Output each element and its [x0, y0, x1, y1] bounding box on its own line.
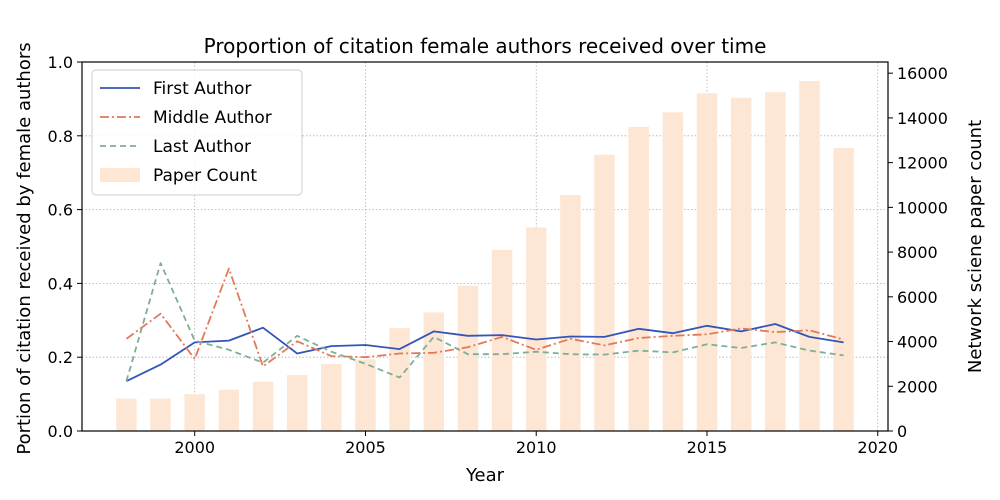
plot-frame [81, 61, 889, 432]
line-layer [125, 262, 844, 383]
bar-paper-count [286, 375, 308, 431]
y-right-tick-label: 6000 [897, 288, 938, 307]
bar-paper-count [457, 285, 479, 431]
y-left-tick-label: 0.0 [48, 422, 73, 441]
bar-paper-count [218, 389, 240, 431]
bar-paper-count [252, 381, 274, 431]
legend-label-last-author: Last Author [153, 137, 251, 157]
bar-paper-count [594, 154, 615, 432]
legend-label-middle-author: Middle Author [153, 108, 272, 128]
x-tick-label: 2010 [516, 438, 557, 457]
series-line-middle-author [125, 267, 844, 368]
chart-title: Proportion of citation female authors re… [204, 34, 767, 58]
bar-paper-count [696, 93, 718, 432]
y-left-tick-label: 0.6 [48, 201, 73, 220]
bar-paper-count [184, 394, 205, 431]
series-line-first-author [126, 323, 844, 383]
y-right-tick-label: 2000 [897, 377, 938, 396]
bar-paper-count [525, 227, 547, 431]
series-line-last-author [125, 262, 844, 382]
y-right-tick-label: 8000 [897, 243, 938, 262]
bar-paper-count [150, 398, 171, 431]
y-left-tick-label: 0.4 [48, 274, 73, 293]
bar-paper-count [423, 312, 445, 431]
y-left-tick-label: 0.8 [48, 127, 73, 146]
tick-layer: 2000 2005 2010 2015 2020 0.0 0.2 0.4 0.6 0.8 1.0 0 2… [48, 53, 948, 457]
y-right-tick-label: 10000 [897, 198, 948, 217]
legend-box [91, 69, 303, 196]
legend: First Author Middle Author Last Author Pape… [91, 69, 303, 196]
bar-paper-count [628, 126, 649, 431]
bar-paper-count [116, 398, 137, 431]
y-right-tick-label: 12000 [897, 154, 948, 173]
x-tick-label: 2020 [857, 438, 898, 457]
bar-paper-count [355, 359, 376, 431]
x-tick-label: 2015 [687, 438, 728, 457]
bar-paper-count [491, 249, 513, 431]
y-right-tick-label: 14000 [897, 109, 948, 128]
legend-label-paper-count: Paper Count [153, 166, 257, 186]
legend-label-first-author: First Author [153, 79, 251, 99]
bar-layer [116, 81, 854, 432]
bar-paper-count [321, 363, 342, 431]
bar-paper-count [389, 328, 410, 431]
bar-paper-count [560, 195, 581, 431]
y-left-axis-label: Portion of citation received by female a… [14, 42, 35, 454]
bar-paper-count [765, 92, 786, 431]
legend-swatch-paper-count [100, 168, 140, 182]
y-right-tick-label: 4000 [897, 333, 938, 352]
y-left-tick-label: 0.2 [48, 348, 73, 367]
bar-paper-count [730, 97, 752, 432]
x-tick-label: 2000 [174, 438, 215, 457]
bar-paper-count [662, 112, 684, 432]
bar-paper-count [799, 81, 820, 431]
y-left-tick-label: 1.0 [48, 53, 73, 72]
y-right-tick-label: 16000 [897, 64, 948, 83]
y-right-axis-label: Network sciene paper count [965, 120, 986, 373]
x-tick-label: 2005 [345, 438, 386, 457]
y-right-tick-label: 0 [897, 422, 907, 441]
bar-paper-count [833, 148, 854, 431]
x-axis-label: Year [465, 465, 505, 486]
